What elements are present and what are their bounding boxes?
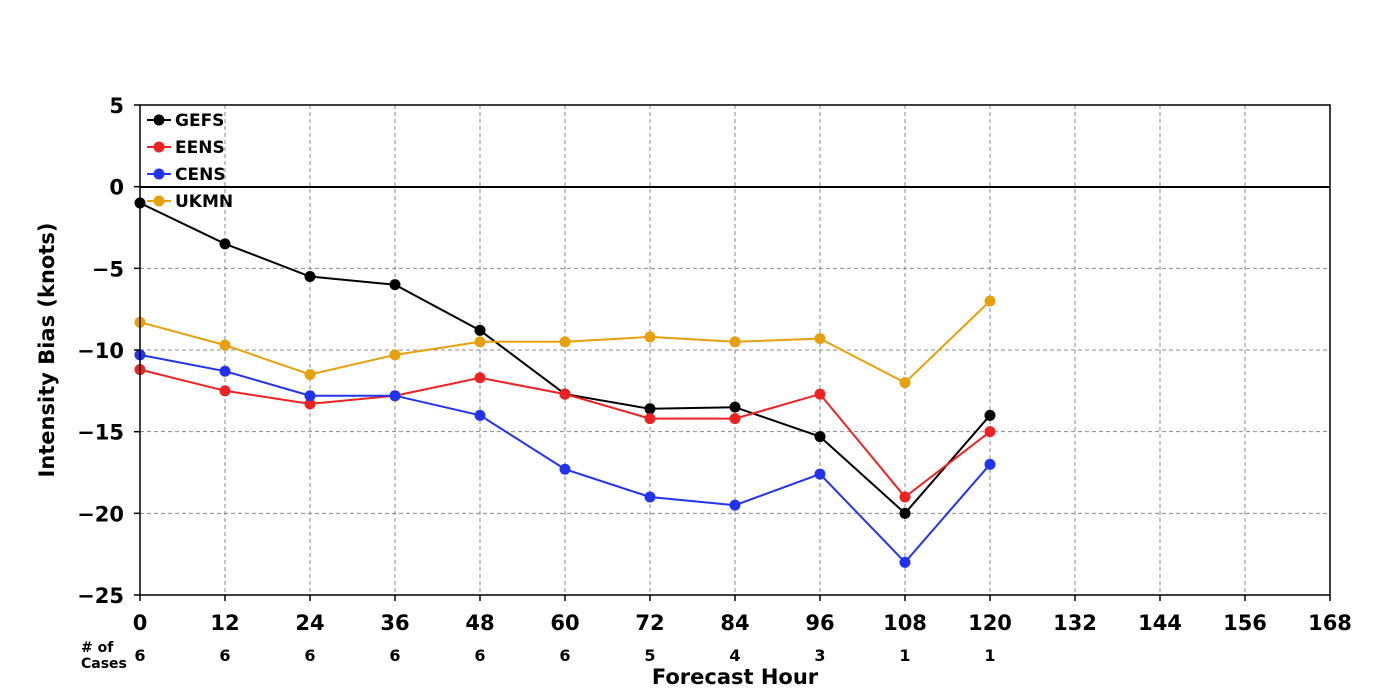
x-tick-label: 156 bbox=[1223, 611, 1267, 635]
y-tick-label: −15 bbox=[77, 421, 124, 445]
x-tick-label: 120 bbox=[968, 611, 1012, 635]
cases-value: 6 bbox=[389, 646, 400, 665]
data-point-cens bbox=[474, 409, 486, 421]
cases-row: # of Cases 6 6 6 6 6 6 5 4 3 1 1 bbox=[81, 640, 996, 672]
y-tick-label: −25 bbox=[77, 584, 124, 608]
legend: GEFS EENS CENS UKMN bbox=[147, 111, 233, 212]
data-point-ukmn bbox=[814, 333, 826, 345]
data-point-eens bbox=[304, 398, 316, 410]
x-tick-label: 0 bbox=[133, 611, 148, 635]
y-tick-label: −5 bbox=[92, 257, 124, 281]
cases-value: 6 bbox=[474, 646, 485, 665]
data-point-ukmn bbox=[899, 377, 911, 389]
legend-label: EENS bbox=[175, 138, 225, 158]
x-tick-label: 36 bbox=[380, 611, 409, 635]
cases-value: 1 bbox=[899, 646, 910, 665]
cases-value: 4 bbox=[729, 646, 740, 665]
y-tick-label: 0 bbox=[109, 176, 124, 200]
cases-value: 1 bbox=[984, 646, 995, 665]
y-axis-title: Intensity Bias (knots) bbox=[35, 223, 59, 478]
grid-lines bbox=[140, 105, 1330, 595]
x-axis-title: Forecast Hour bbox=[652, 665, 819, 689]
data-point-gefs bbox=[389, 279, 401, 291]
data-point-eens bbox=[559, 388, 571, 400]
legend-item-eens: EENS bbox=[147, 138, 225, 158]
data-point-eens bbox=[219, 385, 231, 397]
data-point-eens bbox=[474, 372, 486, 384]
cases-label-line2: Cases bbox=[81, 656, 127, 672]
data-point-ukmn bbox=[559, 336, 571, 348]
data-point-cens bbox=[899, 556, 911, 568]
cases-label-line1: # of bbox=[81, 640, 114, 656]
y-tick-label: −10 bbox=[77, 339, 124, 363]
legend-label: UKMN bbox=[175, 192, 233, 212]
data-point-eens bbox=[984, 426, 996, 438]
data-point-cens bbox=[814, 468, 826, 480]
series-cens bbox=[134, 349, 996, 568]
cases-value: 6 bbox=[134, 646, 145, 665]
data-point-ukmn bbox=[389, 349, 401, 361]
data-point-gefs bbox=[899, 507, 911, 519]
x-tick-label: 84 bbox=[720, 611, 749, 635]
x-tick-label: 24 bbox=[295, 611, 324, 635]
cases-value: 5 bbox=[644, 646, 655, 665]
data-point-ukmn bbox=[729, 336, 741, 348]
x-tick-label: 108 bbox=[883, 611, 927, 635]
data-point-gefs bbox=[304, 271, 316, 282]
cases-value: 6 bbox=[559, 646, 570, 665]
data-point-cens bbox=[304, 390, 316, 402]
data-point-ukmn bbox=[984, 295, 996, 307]
data-point-gefs bbox=[474, 324, 486, 336]
data-point-cens bbox=[389, 390, 401, 402]
x-tick-label: 168 bbox=[1308, 611, 1352, 635]
x-tick-label: 144 bbox=[1138, 611, 1182, 635]
legend-marker bbox=[153, 195, 165, 207]
data-point-gefs bbox=[219, 238, 231, 250]
data-point-ukmn bbox=[219, 339, 231, 351]
x-tick-label: 48 bbox=[465, 611, 494, 635]
data-point-cens bbox=[729, 499, 741, 511]
cases-value: 6 bbox=[304, 646, 315, 665]
y-tick-label: −20 bbox=[77, 502, 124, 526]
x-tick-label: 96 bbox=[805, 611, 834, 635]
legend-label: CENS bbox=[175, 165, 226, 185]
cases-value: 3 bbox=[814, 646, 825, 665]
legend-item-ukmn: UKMN bbox=[147, 192, 233, 212]
legend-label: GEFS bbox=[175, 111, 224, 131]
data-point-ukmn bbox=[304, 369, 316, 380]
y-tick-label: 5 bbox=[109, 94, 124, 118]
x-tick-label: 12 bbox=[210, 611, 239, 635]
legend-marker bbox=[153, 168, 165, 180]
legend-item-gefs: GEFS bbox=[147, 111, 224, 131]
data-point-gefs bbox=[644, 403, 656, 415]
data-point-eens bbox=[729, 413, 741, 425]
data-point-eens bbox=[814, 388, 826, 400]
data-point-eens bbox=[644, 413, 656, 425]
data-point-ukmn bbox=[474, 336, 486, 348]
data-point-gefs bbox=[984, 409, 996, 421]
data-point-gefs bbox=[729, 401, 741, 413]
data-point-cens bbox=[644, 491, 656, 503]
data-point-cens bbox=[559, 463, 571, 475]
cases-value: 6 bbox=[219, 646, 230, 665]
data-point-cens bbox=[984, 458, 996, 470]
legend-marker bbox=[153, 114, 165, 126]
legend-marker bbox=[153, 141, 165, 153]
axis-ticks: 0 12 24 36 48 60 72 84 96 108 120 132 144 156 168 5 0 −5 −… bbox=[77, 94, 1352, 635]
data-point-ukmn bbox=[644, 331, 656, 343]
legend-item-cens: CENS bbox=[147, 165, 226, 185]
data-point-eens bbox=[899, 491, 911, 503]
x-tick-label: 60 bbox=[550, 611, 579, 635]
x-tick-label: 132 bbox=[1053, 611, 1097, 635]
data-point-cens bbox=[219, 365, 231, 377]
x-tick-label: 72 bbox=[635, 611, 664, 635]
data-point-gefs bbox=[814, 431, 826, 443]
